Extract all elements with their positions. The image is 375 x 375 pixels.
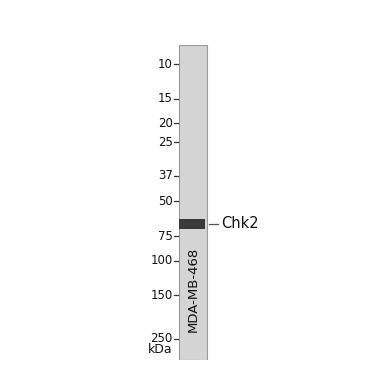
Text: 150: 150 [151,289,173,302]
Text: 50: 50 [158,195,173,208]
Text: 10: 10 [158,57,173,70]
Text: kDa: kDa [148,343,173,355]
Text: 100: 100 [151,254,173,267]
Text: 250: 250 [151,332,173,345]
Text: MDA-MB-468: MDA-MB-468 [187,247,200,332]
Text: 15: 15 [158,92,173,105]
Text: Chk2: Chk2 [221,216,259,231]
Text: 20: 20 [158,117,173,130]
Text: 75: 75 [158,230,173,243]
Text: 37: 37 [158,169,173,182]
Text: 25: 25 [158,136,173,149]
Bar [179,45,207,360]
